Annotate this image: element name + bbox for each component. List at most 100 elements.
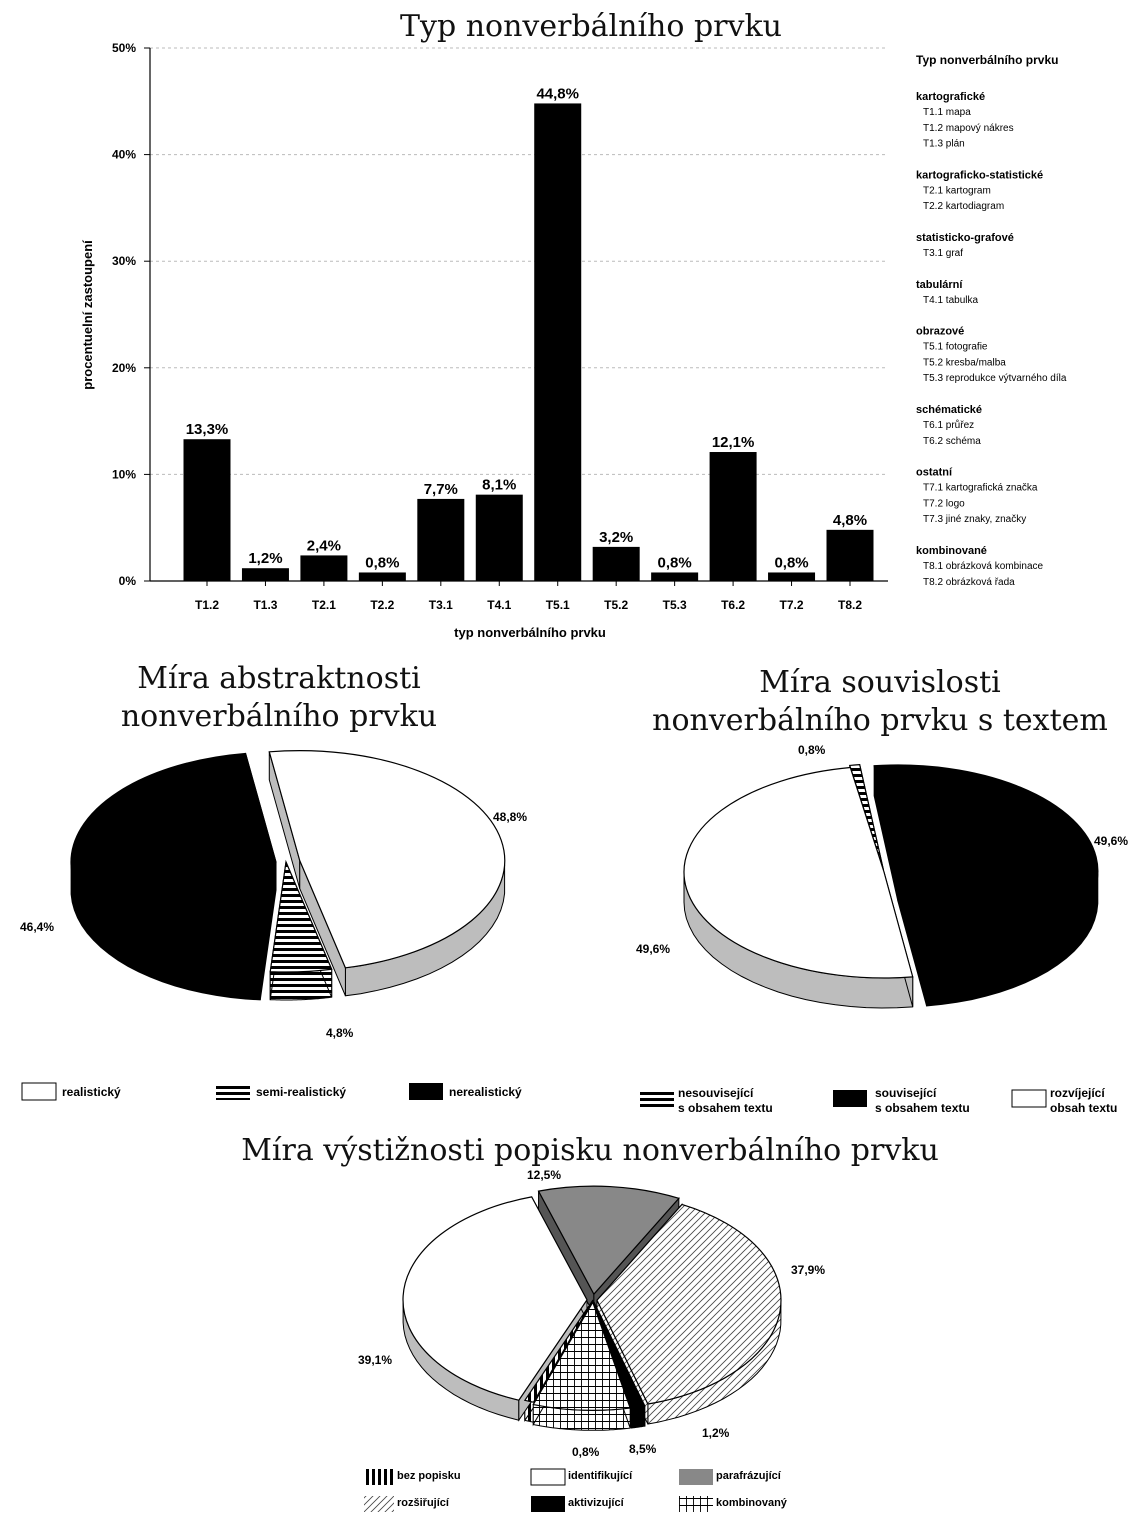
pie1-title-line1: Míra abstraktnosti xyxy=(137,661,421,696)
legend-item: T2.1 kartogram xyxy=(923,185,991,196)
y-tick-label: 50% xyxy=(112,41,136,55)
legend-item: T4.1 tabulka xyxy=(923,295,978,306)
legend-item: T7.2 logo xyxy=(923,498,965,509)
legend-item: T8.2 obrázková řada xyxy=(923,577,1015,588)
legend-item: T8.1 obrázková kombinace xyxy=(923,561,1044,572)
legend-item: T5.1 fotografie xyxy=(923,342,988,353)
legend-group-heading: ostatní xyxy=(916,467,953,479)
legend-label-rozvijejici-1: rozvíjející xyxy=(1050,1086,1105,1100)
pie3-label-aktivizujici: 1,2% xyxy=(702,1426,730,1440)
pie3-label-kombinovany: 8,5% xyxy=(629,1442,657,1456)
x-tick-label: T4.1 xyxy=(487,598,511,612)
bar-value-label: 44,8% xyxy=(536,85,579,102)
legend-group-heading: tabulární xyxy=(916,279,963,291)
x-tick-label: T2.2 xyxy=(370,598,394,612)
legend-swatch-realisticky xyxy=(21,1082,57,1101)
legend-swatch-identifikujici xyxy=(530,1468,566,1486)
legend-swatch-semi xyxy=(216,1083,250,1100)
pie2-label-nesouvisejici: 0,8% xyxy=(798,743,826,757)
pie1-label-semi: 4,8% xyxy=(326,1026,354,1040)
legend-item: T6.2 schéma xyxy=(923,436,981,447)
pie3-title: Míra výstižnosti popisku nonverbálního p… xyxy=(241,1133,939,1168)
x-tick-label: T5.2 xyxy=(604,598,628,612)
bar xyxy=(417,498,465,581)
bar-value-label: 8,1% xyxy=(482,477,516,494)
pie2-title-line2: nonverbálního prvku s textem xyxy=(652,703,1108,738)
legend-group-heading: obrazové xyxy=(916,326,964,338)
x-tick-label: T5.3 xyxy=(663,598,687,612)
bar-value-label: 0,8% xyxy=(365,554,399,571)
bar xyxy=(826,529,874,581)
legend-label-nesouvisejici-1: nesouvisející xyxy=(678,1086,754,1100)
x-tick-label: T5.1 xyxy=(546,598,570,612)
pie-chart-souvislost: Míra souvislosti nonverbálního prvku s t… xyxy=(636,665,1128,1115)
pie-slice xyxy=(269,859,333,973)
pie-slice xyxy=(596,1203,782,1405)
legend-item: T5.2 kresba/malba xyxy=(923,357,1006,368)
legend-item: T6.1 průřez xyxy=(923,419,974,431)
legend-swatch-souvisejici xyxy=(833,1090,867,1107)
y-tick-label: 40% xyxy=(112,148,136,162)
pie1-label-realisticky: 48,8% xyxy=(493,810,527,824)
x-tick-label: T1.2 xyxy=(195,598,219,612)
legend-item: T1.3 plán xyxy=(923,139,965,150)
bar xyxy=(183,439,231,581)
legend-group-heading: kartograficko-statistické xyxy=(916,169,1043,181)
legend-group-heading: schématické xyxy=(916,404,982,416)
bar-value-label: 0,8% xyxy=(658,554,692,571)
legend-label-souvisejici-1: související xyxy=(875,1086,937,1100)
legend-item: T1.1 mapa xyxy=(923,107,971,118)
bar-value-label: 0,8% xyxy=(774,554,808,571)
bar-value-label: 2,4% xyxy=(307,537,341,554)
pie-slice xyxy=(523,1299,594,1403)
bar xyxy=(651,572,699,581)
legend-group-heading: kombinované xyxy=(916,545,987,557)
pie-slice xyxy=(70,752,277,973)
pie-chart-abstraktnost: Míra abstraktnosti nonverbálního prvku 4… xyxy=(20,661,527,1101)
bar xyxy=(475,494,523,581)
legend-title: Typ nonverbálního prvku xyxy=(916,53,1058,67)
y-tick-label: 10% xyxy=(112,467,136,481)
legend-swatch-rozvijejici xyxy=(1011,1089,1047,1108)
pie2-title-line1: Míra souvislosti xyxy=(759,665,1001,700)
legend-label-aktivizujici: aktivizující xyxy=(568,1497,625,1509)
legend-swatch-parafrazujici xyxy=(679,1469,713,1485)
bar-value-label: 1,2% xyxy=(248,550,282,567)
bar xyxy=(241,568,289,581)
bar-legend: Typ nonverbálního prvku kartografické T1.… xyxy=(916,53,1067,588)
pie-slice xyxy=(532,1300,631,1411)
bar xyxy=(592,546,640,581)
bar xyxy=(358,572,406,581)
legend-label-nesouvisejici-2: s obsahem textu xyxy=(678,1101,773,1115)
x-tick-label: T7.2 xyxy=(780,598,804,612)
pie1-legend: realistický semi-realistický nerealistic… xyxy=(21,1082,522,1101)
legend-item: T7.1 kartografická značka xyxy=(923,483,1038,494)
legend-label-kombinovany: kombinovaný xyxy=(716,1497,788,1509)
pie-slice xyxy=(593,1302,646,1409)
pie-slice xyxy=(268,750,506,969)
bar-chart-title: Typ nonverbálního prvku xyxy=(400,9,782,44)
y-tick-label: 0% xyxy=(119,574,137,588)
legend-label-nerealisticky: nerealistický xyxy=(449,1085,522,1099)
pie3-label-identifikujici: 39,1% xyxy=(358,1353,392,1367)
bar-value-label: 7,7% xyxy=(424,481,458,498)
pie1-label-nerealisticky: 46,4% xyxy=(20,920,54,934)
pie3-label-rozsirujici: 37,9% xyxy=(791,1263,825,1277)
bar-value-label: 13,3% xyxy=(186,421,229,438)
bar-series: 13,3% 1,2% 2,4% 0,8% 7,7% 8,1% 44,8% 3,2% 0,8% 12… xyxy=(183,85,874,581)
legend-swatch-nerealisticky xyxy=(409,1083,443,1100)
legend-label-souvisejici-2: s obsahem textu xyxy=(875,1101,970,1115)
legend-item: T2.2 kartodiagram xyxy=(923,201,1004,212)
legend-label-rozvijejici-2: obsah textu xyxy=(1050,1101,1117,1115)
legend-label-bez-popisku: bez popisku xyxy=(397,1470,461,1482)
bar xyxy=(768,572,816,581)
legend-label-identifikujici: identifikující xyxy=(568,1470,633,1482)
legend-swatch-rozsirujici xyxy=(364,1496,394,1512)
x-tick-label: T3.1 xyxy=(429,598,453,612)
legend-swatch-kombinovany xyxy=(679,1496,713,1512)
legend-label-rozsirujici: rozšiřující xyxy=(397,1497,450,1509)
pie-slice xyxy=(402,1196,588,1401)
legend-group-heading: kartografické xyxy=(916,91,985,103)
bar-y-ticks: 0% 10% 20% 30% 40% 50% xyxy=(112,41,150,588)
